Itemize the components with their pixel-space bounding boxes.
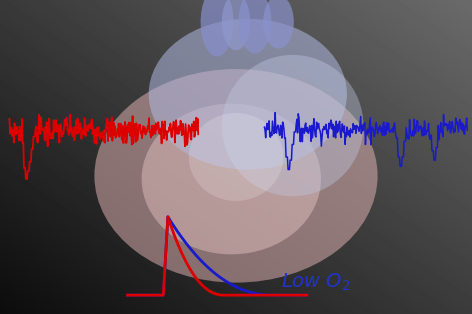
Ellipse shape (189, 113, 283, 201)
Ellipse shape (222, 55, 363, 196)
Ellipse shape (142, 104, 321, 254)
Text: Low O$_2$: Low O$_2$ (281, 271, 351, 293)
Ellipse shape (149, 19, 347, 170)
Ellipse shape (201, 0, 234, 57)
Ellipse shape (222, 0, 250, 50)
Ellipse shape (238, 0, 271, 53)
Ellipse shape (94, 69, 378, 283)
Ellipse shape (263, 0, 294, 49)
